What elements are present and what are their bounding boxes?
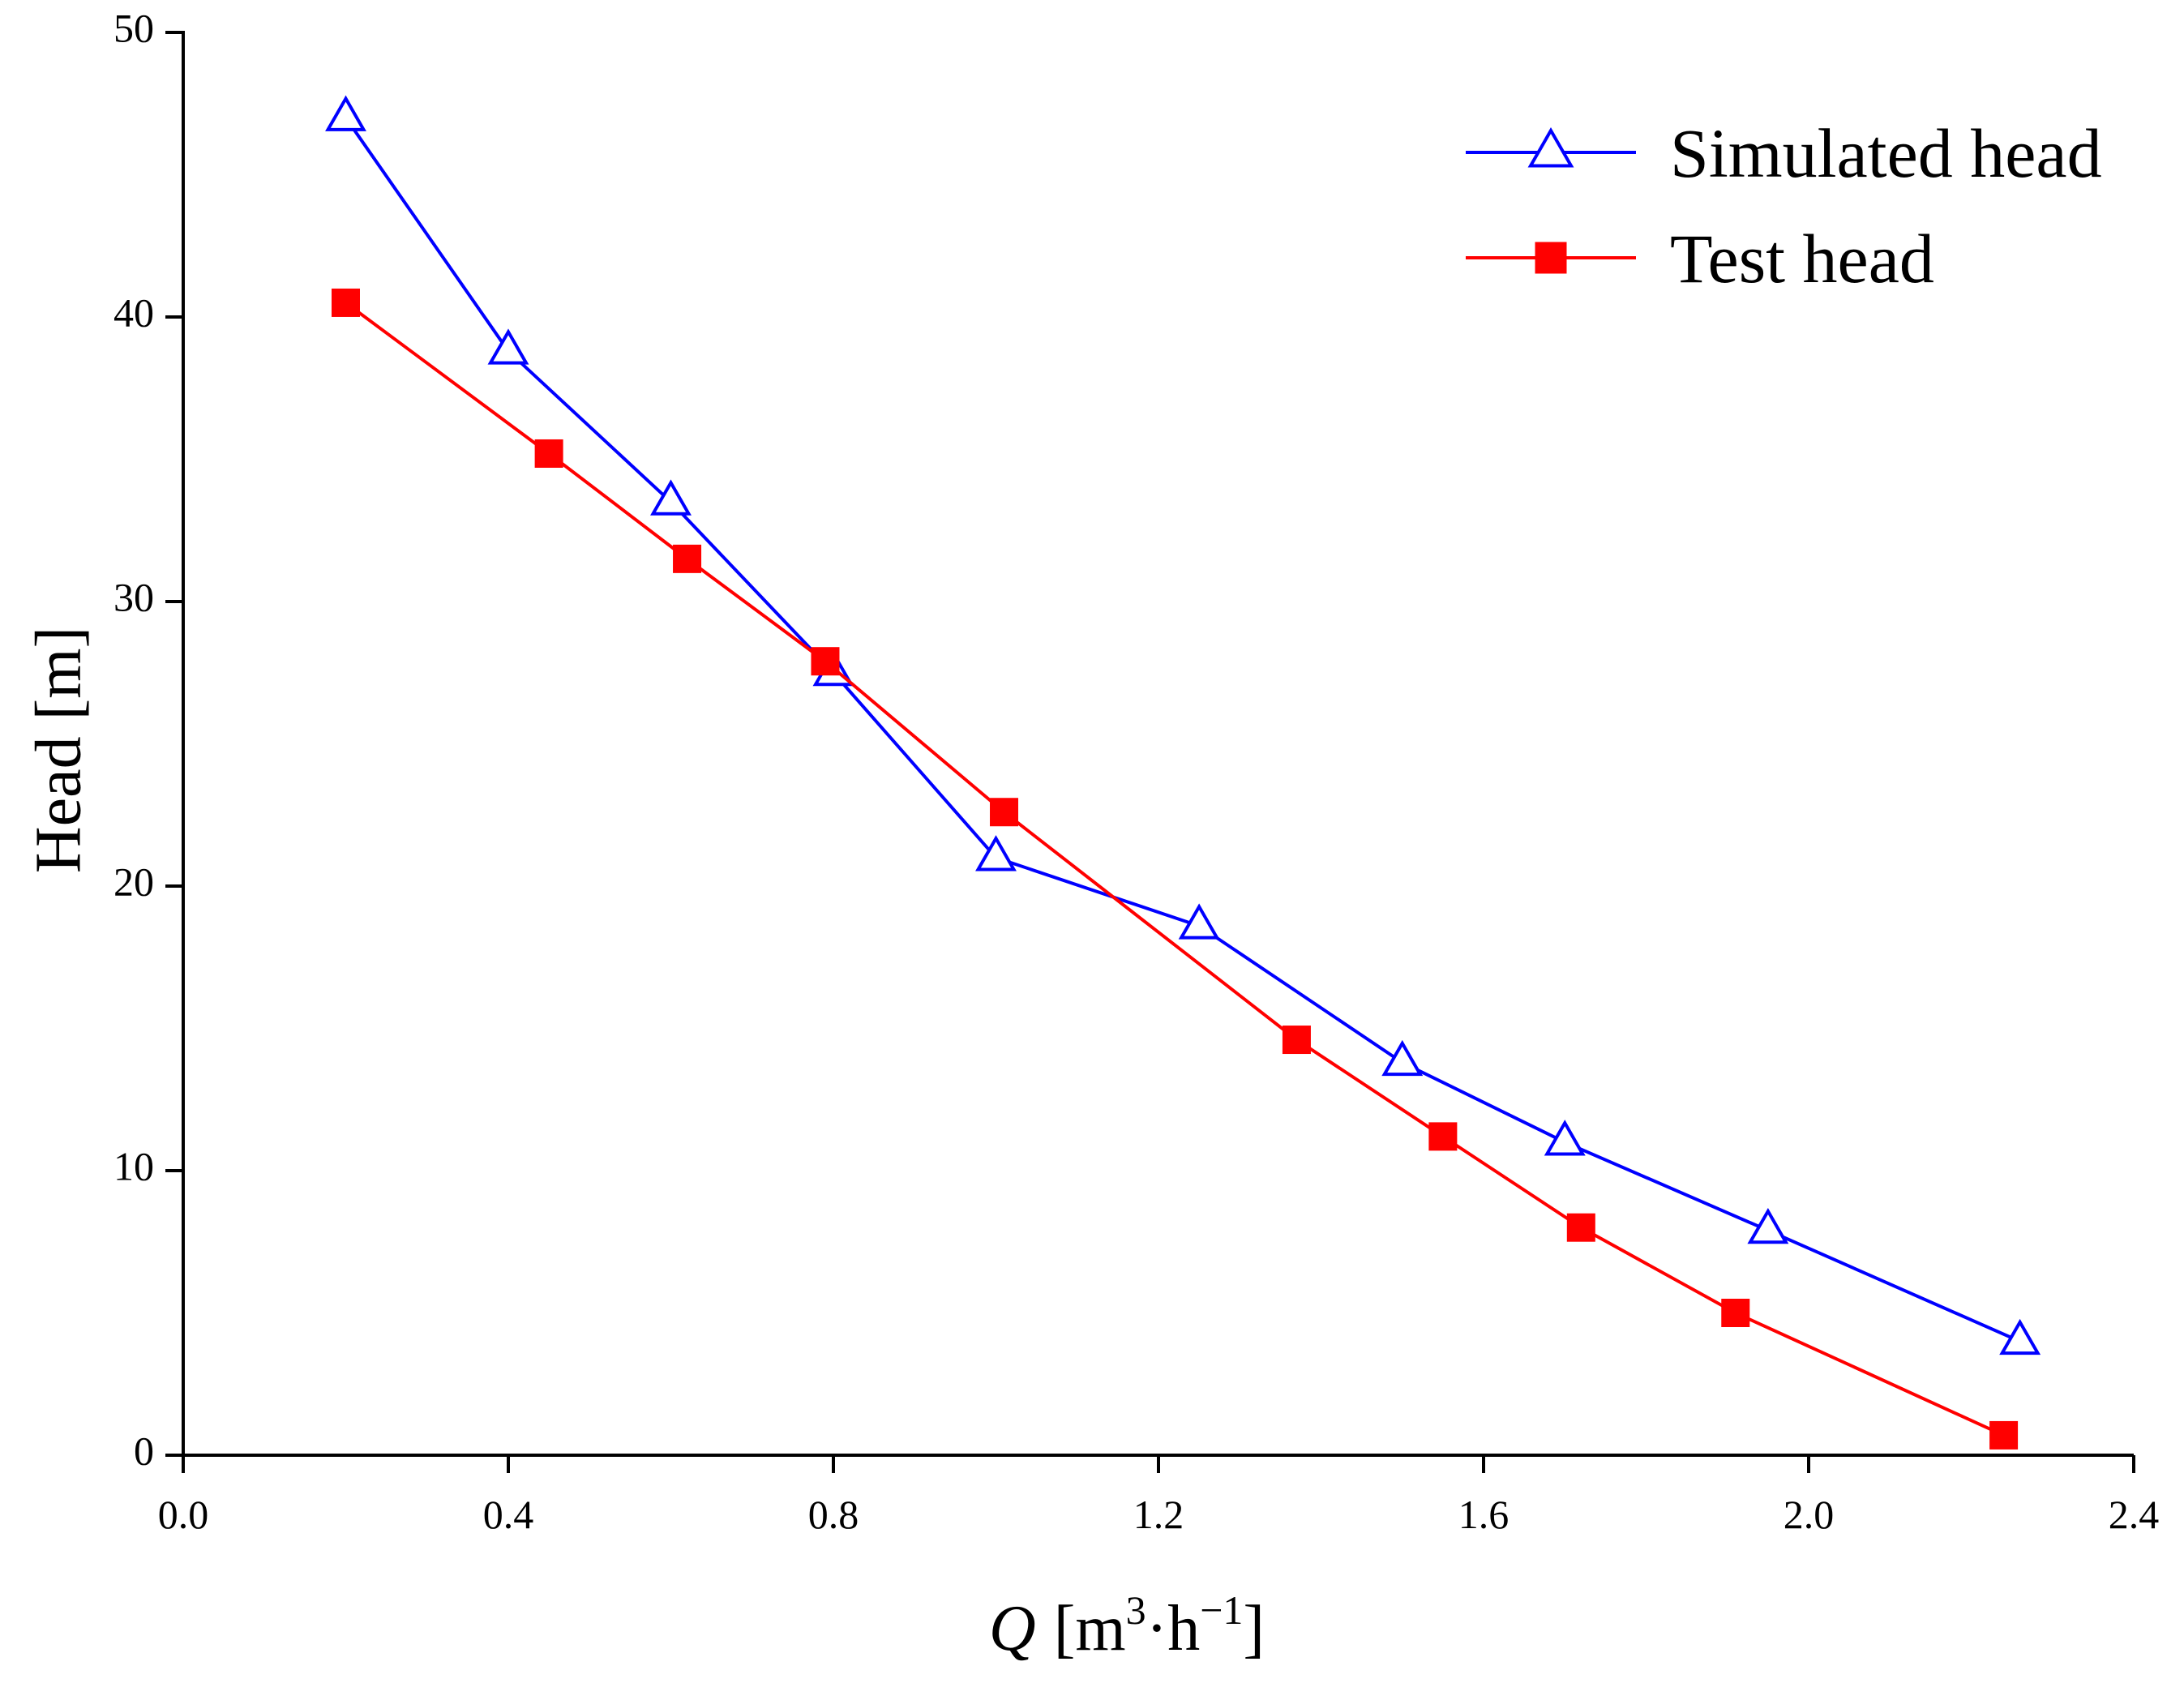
data-point-triangle xyxy=(1747,1207,1789,1244)
legend-item: Simulated head xyxy=(1466,114,2102,192)
series-line xyxy=(345,301,2005,1437)
data-point-triangle xyxy=(1178,903,1220,940)
series-line xyxy=(344,117,2021,1343)
series-simulated-head xyxy=(325,95,2041,1355)
data-point-triangle xyxy=(1381,1039,1424,1077)
data-point-square xyxy=(1282,1026,1311,1055)
axes: 0 10 20 30 40 50 0.0 0.4 0.8 1.2 1.6 2.0 2.4 xyxy=(113,5,2159,1537)
data-point-triangle xyxy=(1544,1120,1586,1156)
legend: Simulated head Test head xyxy=(1466,114,2102,298)
data-point-square xyxy=(811,647,840,676)
data-point-triangle xyxy=(650,479,692,516)
x-tick-label: 2.0 xyxy=(1784,1492,1835,1537)
y-axis-title: Head [m] xyxy=(23,627,94,873)
data-point-square xyxy=(673,544,702,573)
series-test-head xyxy=(332,288,2019,1450)
y-tick-label: 40 xyxy=(113,289,154,335)
x-tick-label: 0.4 xyxy=(483,1492,534,1537)
x-axis-title-variable: Q xyxy=(989,1593,1036,1664)
data-point-square xyxy=(534,439,563,468)
y-tick-label: 30 xyxy=(113,574,154,619)
x-axis-title-unit-sup2: −1 xyxy=(1200,1587,1243,1633)
data-point-square xyxy=(332,288,360,317)
x-tick-label: 2.4 xyxy=(2109,1492,2160,1537)
y-tick-label: 20 xyxy=(113,859,154,904)
x-tick-label: 1.2 xyxy=(1133,1492,1184,1537)
data-point-triangle xyxy=(487,328,529,365)
x-tick-label: 0.0 xyxy=(158,1492,209,1537)
data-point-square xyxy=(1566,1213,1595,1242)
data-point-square xyxy=(1721,1299,1750,1327)
series-layer xyxy=(325,95,2041,1450)
y-tick-label: 10 xyxy=(113,1143,154,1188)
y-tick-label: 50 xyxy=(113,5,154,50)
legend-label: Test head xyxy=(1670,220,1934,298)
legend-label: Simulated head xyxy=(1670,114,2102,192)
legend-marker-square xyxy=(1535,242,1567,274)
x-axis-title: Q [m3·h−1] xyxy=(989,1587,1265,1664)
x-axis-title-unit-open: [m xyxy=(1054,1593,1126,1664)
data-point-triangle xyxy=(325,95,366,131)
legend-marker-triangle xyxy=(1527,127,1574,168)
x-axis-title-unit-close: ] xyxy=(1243,1593,1265,1664)
x-tick-label: 0.8 xyxy=(808,1492,859,1537)
data-point-square xyxy=(1989,1420,2019,1450)
x-tick-label: 1.6 xyxy=(1458,1492,1510,1537)
x-axis-title-unit-sup1: 3 xyxy=(1126,1587,1146,1633)
y-tick-label: 0 xyxy=(134,1428,154,1473)
data-point-square xyxy=(990,798,1019,827)
data-point-square xyxy=(1428,1122,1458,1151)
legend-item: Test head xyxy=(1466,220,1934,298)
data-point-triangle xyxy=(975,835,1017,871)
data-point-triangle xyxy=(1999,1318,2041,1355)
x-axis-title-unit-mid: ·h xyxy=(1146,1593,1201,1664)
